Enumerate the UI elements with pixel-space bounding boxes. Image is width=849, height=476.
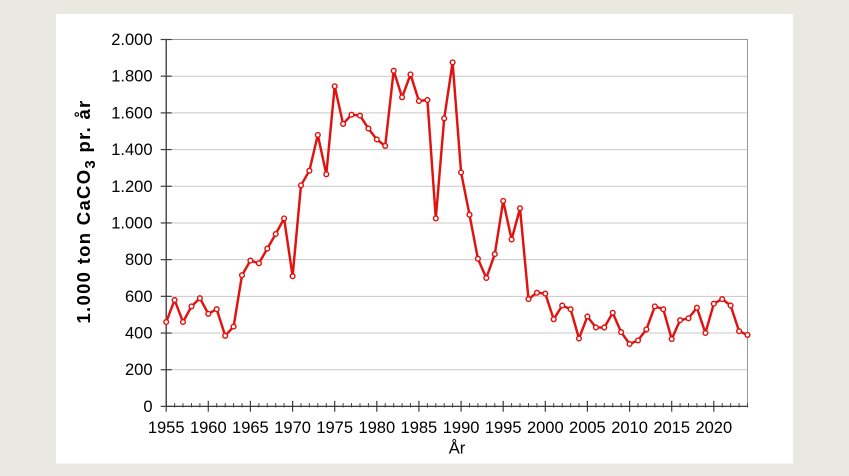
svg-text:2015: 2015	[653, 419, 690, 437]
svg-text:1965: 1965	[232, 419, 269, 437]
svg-text:800: 800	[125, 251, 153, 269]
svg-text:1.600: 1.600	[111, 104, 152, 122]
svg-text:1960: 1960	[190, 419, 227, 437]
svg-text:1985: 1985	[401, 419, 438, 437]
svg-text:200: 200	[125, 361, 153, 379]
svg-text:2000: 2000	[527, 419, 564, 437]
svg-text:1.200: 1.200	[111, 178, 152, 196]
svg-text:1.000: 1.000	[111, 214, 152, 232]
svg-text:2020: 2020	[695, 419, 732, 437]
svg-text:0: 0	[143, 398, 152, 416]
svg-text:1975: 1975	[316, 419, 353, 437]
svg-text:600: 600	[125, 288, 153, 306]
svg-text:1990: 1990	[443, 419, 480, 437]
svg-text:1.800: 1.800	[111, 68, 152, 86]
svg-text:År: År	[449, 439, 466, 458]
svg-text:1955: 1955	[148, 419, 185, 437]
svg-text:1.400: 1.400	[111, 141, 152, 159]
svg-text:1980: 1980	[358, 419, 395, 437]
svg-text:1995: 1995	[485, 419, 522, 437]
svg-text:400: 400	[125, 325, 153, 343]
svg-text:2.000: 2.000	[111, 31, 152, 49]
svg-text:2010: 2010	[611, 419, 648, 437]
svg-text:1970: 1970	[274, 419, 311, 437]
svg-text:2005: 2005	[569, 419, 606, 437]
